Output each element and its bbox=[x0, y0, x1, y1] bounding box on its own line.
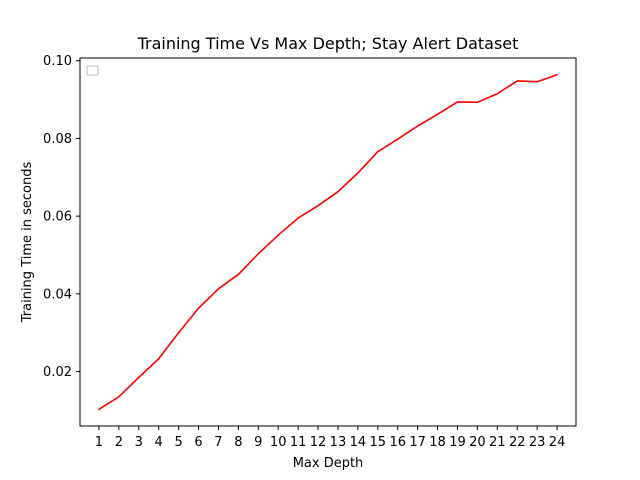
x-axis-label: Max Depth bbox=[293, 456, 364, 471]
chart-title: Training Time Vs Max Depth; Stay Alert D… bbox=[137, 34, 519, 53]
legend bbox=[86, 65, 99, 76]
x-tick-label: 12 bbox=[310, 435, 327, 450]
y-tick-label: 0.02 bbox=[43, 365, 72, 380]
plot-area bbox=[98, 73, 558, 411]
y-tick-label: 0.04 bbox=[43, 287, 72, 302]
x-tick-label: 13 bbox=[330, 435, 347, 450]
y-tick-label: 0.10 bbox=[43, 54, 72, 69]
y-tick-label: 0.08 bbox=[43, 132, 72, 147]
x-tick-label: 23 bbox=[529, 435, 546, 450]
x-tick-label: 17 bbox=[409, 435, 426, 450]
series-line bbox=[98, 73, 558, 411]
x-tick-label: 22 bbox=[509, 435, 526, 450]
y-tick-label: 0.06 bbox=[43, 210, 72, 225]
x-tick-label: 19 bbox=[449, 435, 466, 450]
x-tick-label: 16 bbox=[389, 435, 406, 450]
x-tick-label: 15 bbox=[370, 435, 387, 450]
x-tick-label: 4 bbox=[155, 435, 163, 450]
x-tick-label: 1 bbox=[95, 435, 103, 450]
x-tick-label: 10 bbox=[270, 435, 287, 450]
x-tick-label: 8 bbox=[234, 435, 242, 450]
x-tick-label: 14 bbox=[350, 435, 367, 450]
legend-box bbox=[86, 65, 99, 76]
x-tick-label: 3 bbox=[135, 435, 143, 450]
x-tick-label: 7 bbox=[214, 435, 222, 450]
x-tick-label: 11 bbox=[290, 435, 307, 450]
y-axis: 0.02 0.04 0.06 0.08 0.10 bbox=[43, 54, 80, 380]
x-tick-label: 20 bbox=[469, 435, 486, 450]
x-axis: 1 2 3 4 5 6 7 8 9 10 11 12 13 14 15 16 17 18 19 20 21 22 23 24 bbox=[95, 426, 566, 450]
x-tick-label: 5 bbox=[174, 435, 182, 450]
x-tick-label: 9 bbox=[254, 435, 262, 450]
x-tick-label: 21 bbox=[489, 435, 506, 450]
plot-frame bbox=[79, 57, 577, 427]
y-axis-label: Training Time in seconds bbox=[20, 162, 35, 324]
x-tick-label: 2 bbox=[115, 435, 123, 450]
x-tick-label: 6 bbox=[194, 435, 202, 450]
x-tick-label: 24 bbox=[549, 435, 566, 450]
x-tick-label: 18 bbox=[429, 435, 446, 450]
